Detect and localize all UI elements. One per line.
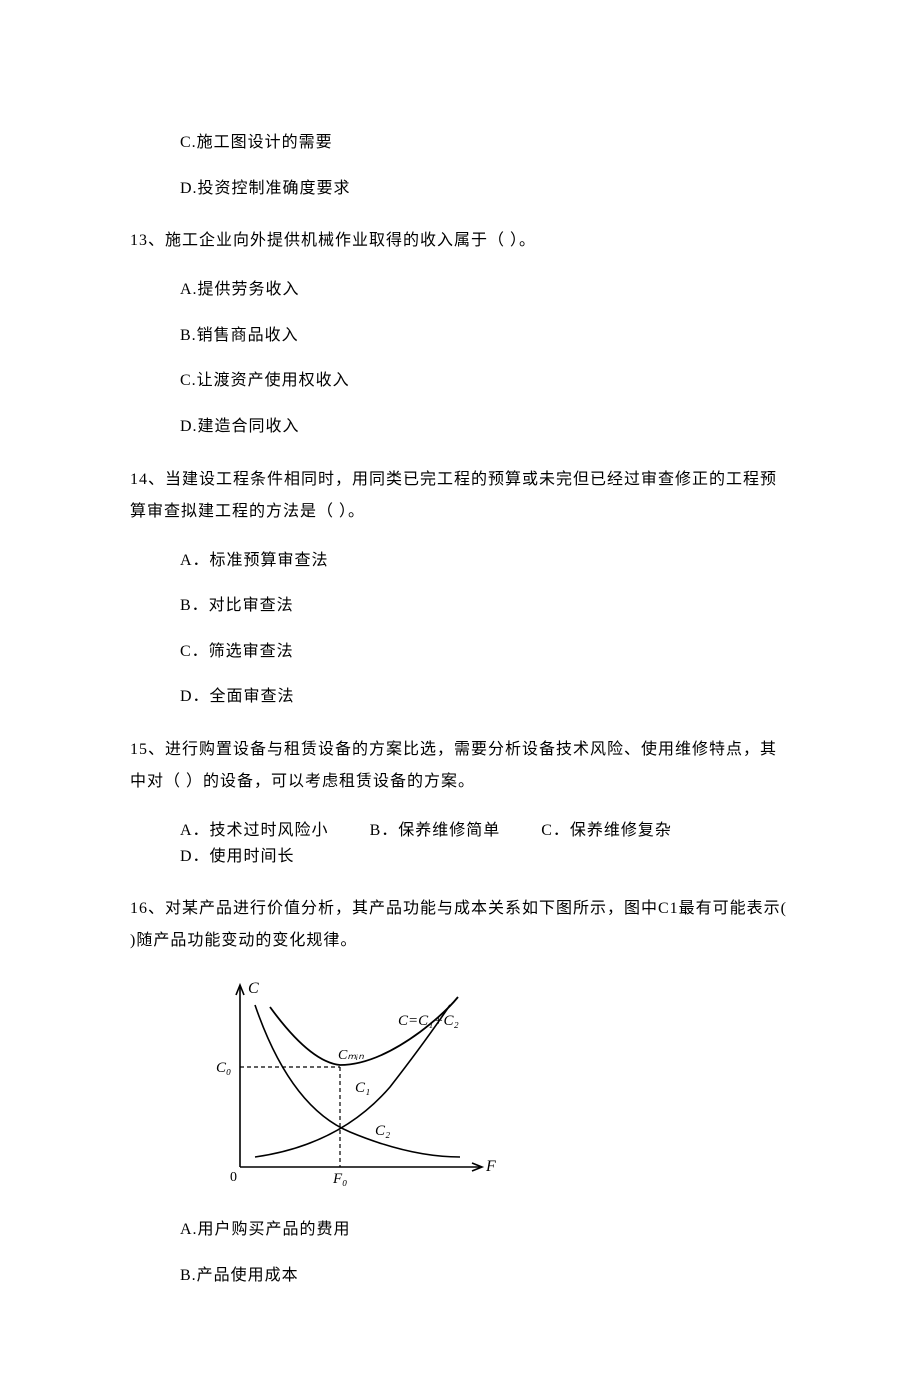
q15-option-c: C．保养维修复杂 (541, 818, 672, 844)
q12-option-c: C.施工图设计的需要 (180, 130, 790, 156)
chart-origin: 0 (230, 1170, 237, 1185)
q16-option-a: A.用户购买产品的费用 (180, 1217, 790, 1243)
q15-option-d: D．使用时间长 (180, 844, 295, 870)
q13-option-c: C.让渡资产使用权收入 (180, 368, 790, 394)
label-c0: C₀ (216, 1060, 231, 1076)
exam-page: C.施工图设计的需要 D.投资控制准确度要求 13、施工企业向外提供机械作业取得… (0, 0, 920, 1388)
q15-option-b: B．保养维修简单 (370, 818, 501, 844)
curve-c-total (270, 997, 458, 1065)
label-c1: C₁ (355, 1080, 370, 1096)
q15-option-a: A．技术过时风险小 (180, 818, 329, 844)
q14-option-a: A．标准预算审查法 (180, 548, 790, 574)
label-c-sum: C=C₁+C₂ (398, 1013, 459, 1029)
chart-y-label: C (248, 980, 259, 997)
label-cmin: Cₘᵢₙ (338, 1048, 364, 1063)
q13-option-a: A.提供劳务收入 (180, 277, 790, 303)
q13-option-d: D.建造合同收入 (180, 414, 790, 440)
q15-stem: 15、进行购置设备与租赁设备的方案比选，需要分析设备技术风险、使用维修特点，其中… (130, 734, 790, 798)
q16-chart: C F 0 C=C₁+C₂ Cₘᵢₙ C₁ C₂ C₀ F₀ (200, 977, 790, 1197)
q14-option-b: B．对比审查法 (180, 593, 790, 619)
q14-option-c: C．筛选审查法 (180, 639, 790, 665)
chart-x-label: F (485, 1158, 496, 1175)
q16-option-b: B.产品使用成本 (180, 1263, 790, 1289)
q13-stem: 13、施工企业向外提供机械作业取得的收入属于（ ）。 (130, 225, 790, 257)
q15-options: A．技术过时风险小 B．保养维修简单 C．保养维修复杂 D．使用时间长 (180, 818, 790, 869)
q14-stem: 14、当建设工程条件相同时，用同类已完工程的预算或未完但已经过审查修正的工程预算… (130, 464, 790, 528)
q13-option-b: B.销售商品收入 (180, 323, 790, 349)
label-c2: C₂ (375, 1123, 390, 1139)
q16-stem: 16、对某产品进行价值分析，其产品功能与成本关系如下图所示，图中C1最有可能表示… (130, 893, 790, 957)
q12-option-d: D.投资控制准确度要求 (180, 176, 790, 202)
q14-option-d: D．全面审查法 (180, 684, 790, 710)
label-f0: F₀ (332, 1171, 347, 1187)
